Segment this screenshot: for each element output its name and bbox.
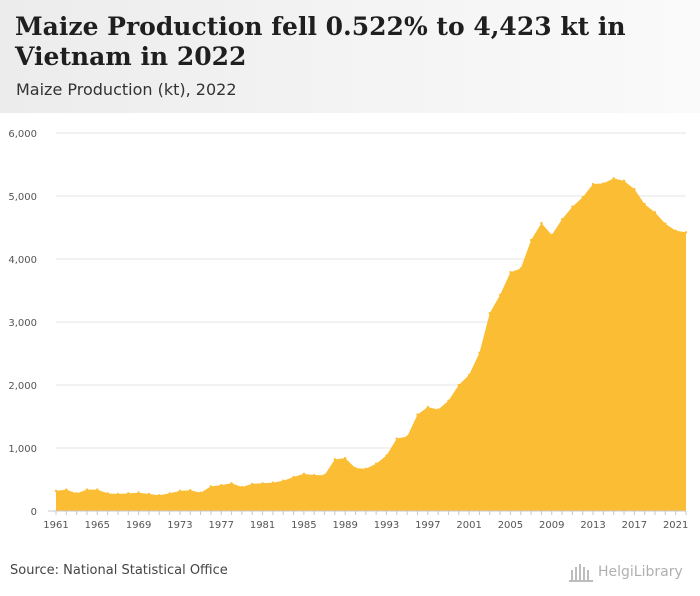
data-point <box>127 492 130 495</box>
maize-production-area <box>56 178 686 512</box>
data-point <box>158 494 161 497</box>
data-point <box>571 205 574 208</box>
data-point <box>436 408 440 411</box>
y-tick-label: 1,000 <box>8 444 37 455</box>
data-point <box>199 491 202 494</box>
data-point <box>612 177 615 180</box>
x-tick-label: 1969 <box>126 520 151 531</box>
data-point <box>633 187 636 191</box>
data-point <box>591 182 595 186</box>
x-tick-label: 2009 <box>539 520 564 531</box>
x-tick-label: 1981 <box>250 520 275 531</box>
source-note: Source: National Statistical Office <box>10 563 228 578</box>
data-point <box>65 488 68 491</box>
data-point <box>426 405 429 409</box>
data-point <box>478 351 481 355</box>
data-point <box>581 196 584 199</box>
x-axis-labels: 1961 1965 1969 1973 1977 1981 1985 1989 1993 1997… <box>43 520 688 531</box>
data-point <box>385 454 388 457</box>
data-point <box>354 466 357 470</box>
data-point <box>323 473 326 477</box>
data-point <box>364 467 368 470</box>
data-point <box>550 233 553 237</box>
data-point <box>674 229 677 232</box>
x-tick-label: 1973 <box>167 520 192 531</box>
data-point <box>137 491 140 494</box>
data-point <box>282 479 285 482</box>
data-point <box>395 437 399 440</box>
data-point <box>684 231 688 234</box>
data-point <box>116 492 120 496</box>
data-point <box>447 399 450 402</box>
x-tick-label: 1961 <box>43 520 68 531</box>
data-point <box>467 373 471 377</box>
series-area <box>54 177 688 512</box>
y-tick-label: 2,000 <box>8 381 37 392</box>
data-point <box>602 182 605 185</box>
data-point <box>168 492 171 495</box>
x-tick-label: 2005 <box>498 520 523 531</box>
data-point <box>189 489 192 492</box>
chart-title: Maize Production fell 0.522% to 4,423 kt… <box>15 12 626 71</box>
chart-subtitle: Maize Production (kt), 2022 <box>16 80 237 99</box>
data-point <box>664 222 667 225</box>
data-point <box>209 485 213 488</box>
x-tick-label: 1985 <box>291 520 316 531</box>
data-point <box>519 267 522 270</box>
data-point <box>106 492 109 495</box>
data-point <box>302 472 306 476</box>
y-tick-label: 6,000 <box>8 129 37 140</box>
y-tick-label: 0 <box>31 507 37 518</box>
data-point <box>653 211 657 214</box>
y-tick-label: 4,000 <box>8 255 37 266</box>
data-point <box>333 458 337 461</box>
x-tick-label: 2021 <box>663 520 688 531</box>
data-point <box>261 482 264 485</box>
data-point <box>498 293 502 297</box>
data-point <box>643 202 646 206</box>
data-point <box>374 462 378 465</box>
x-tick-label: 1965 <box>85 520 110 531</box>
data-point <box>220 483 223 487</box>
area-chart: 0 1,000 2,000 3,000 4,000 5,000 6,000 1961 1965… <box>8 129 688 531</box>
y-tick-label: 5,000 <box>8 192 37 203</box>
data-point <box>529 238 533 242</box>
x-axis <box>48 510 687 515</box>
helgi-library-logo: HelgiLibrary <box>568 560 683 584</box>
x-tick-label: 1993 <box>374 520 399 531</box>
data-point <box>75 492 78 495</box>
data-point <box>96 488 99 491</box>
x-tick-label: 1997 <box>415 520 440 531</box>
data-point <box>54 489 58 493</box>
data-point <box>560 218 564 221</box>
y-axis: 0 1,000 2,000 3,000 4,000 5,000 6,000 <box>8 129 37 518</box>
data-point <box>240 485 244 489</box>
x-tick-label: 2013 <box>580 520 605 531</box>
data-point <box>416 413 419 416</box>
x-tick-label: 2001 <box>456 520 481 531</box>
header-band: Maize Production fell 0.522% to 4,423 kt… <box>0 0 700 113</box>
data-point <box>292 475 295 479</box>
library-building-icon <box>569 564 593 582</box>
data-point <box>230 482 233 485</box>
data-point <box>313 473 316 477</box>
data-point <box>622 179 626 183</box>
y-tick-label: 3,000 <box>8 318 37 329</box>
data-point <box>509 271 512 274</box>
x-tick-label: 2017 <box>622 520 647 531</box>
data-point <box>178 489 182 493</box>
data-point <box>540 221 543 225</box>
data-point <box>457 383 460 387</box>
x-tick-label: 1989 <box>332 520 357 531</box>
data-point <box>405 435 409 438</box>
data-point <box>488 311 491 315</box>
data-point <box>271 481 275 484</box>
x-tick-label: 1977 <box>209 520 234 531</box>
logo-text: HelgiLibrary <box>598 564 683 580</box>
data-point <box>343 456 347 460</box>
data-point <box>147 492 151 496</box>
data-point <box>85 488 89 491</box>
data-point <box>251 482 254 486</box>
